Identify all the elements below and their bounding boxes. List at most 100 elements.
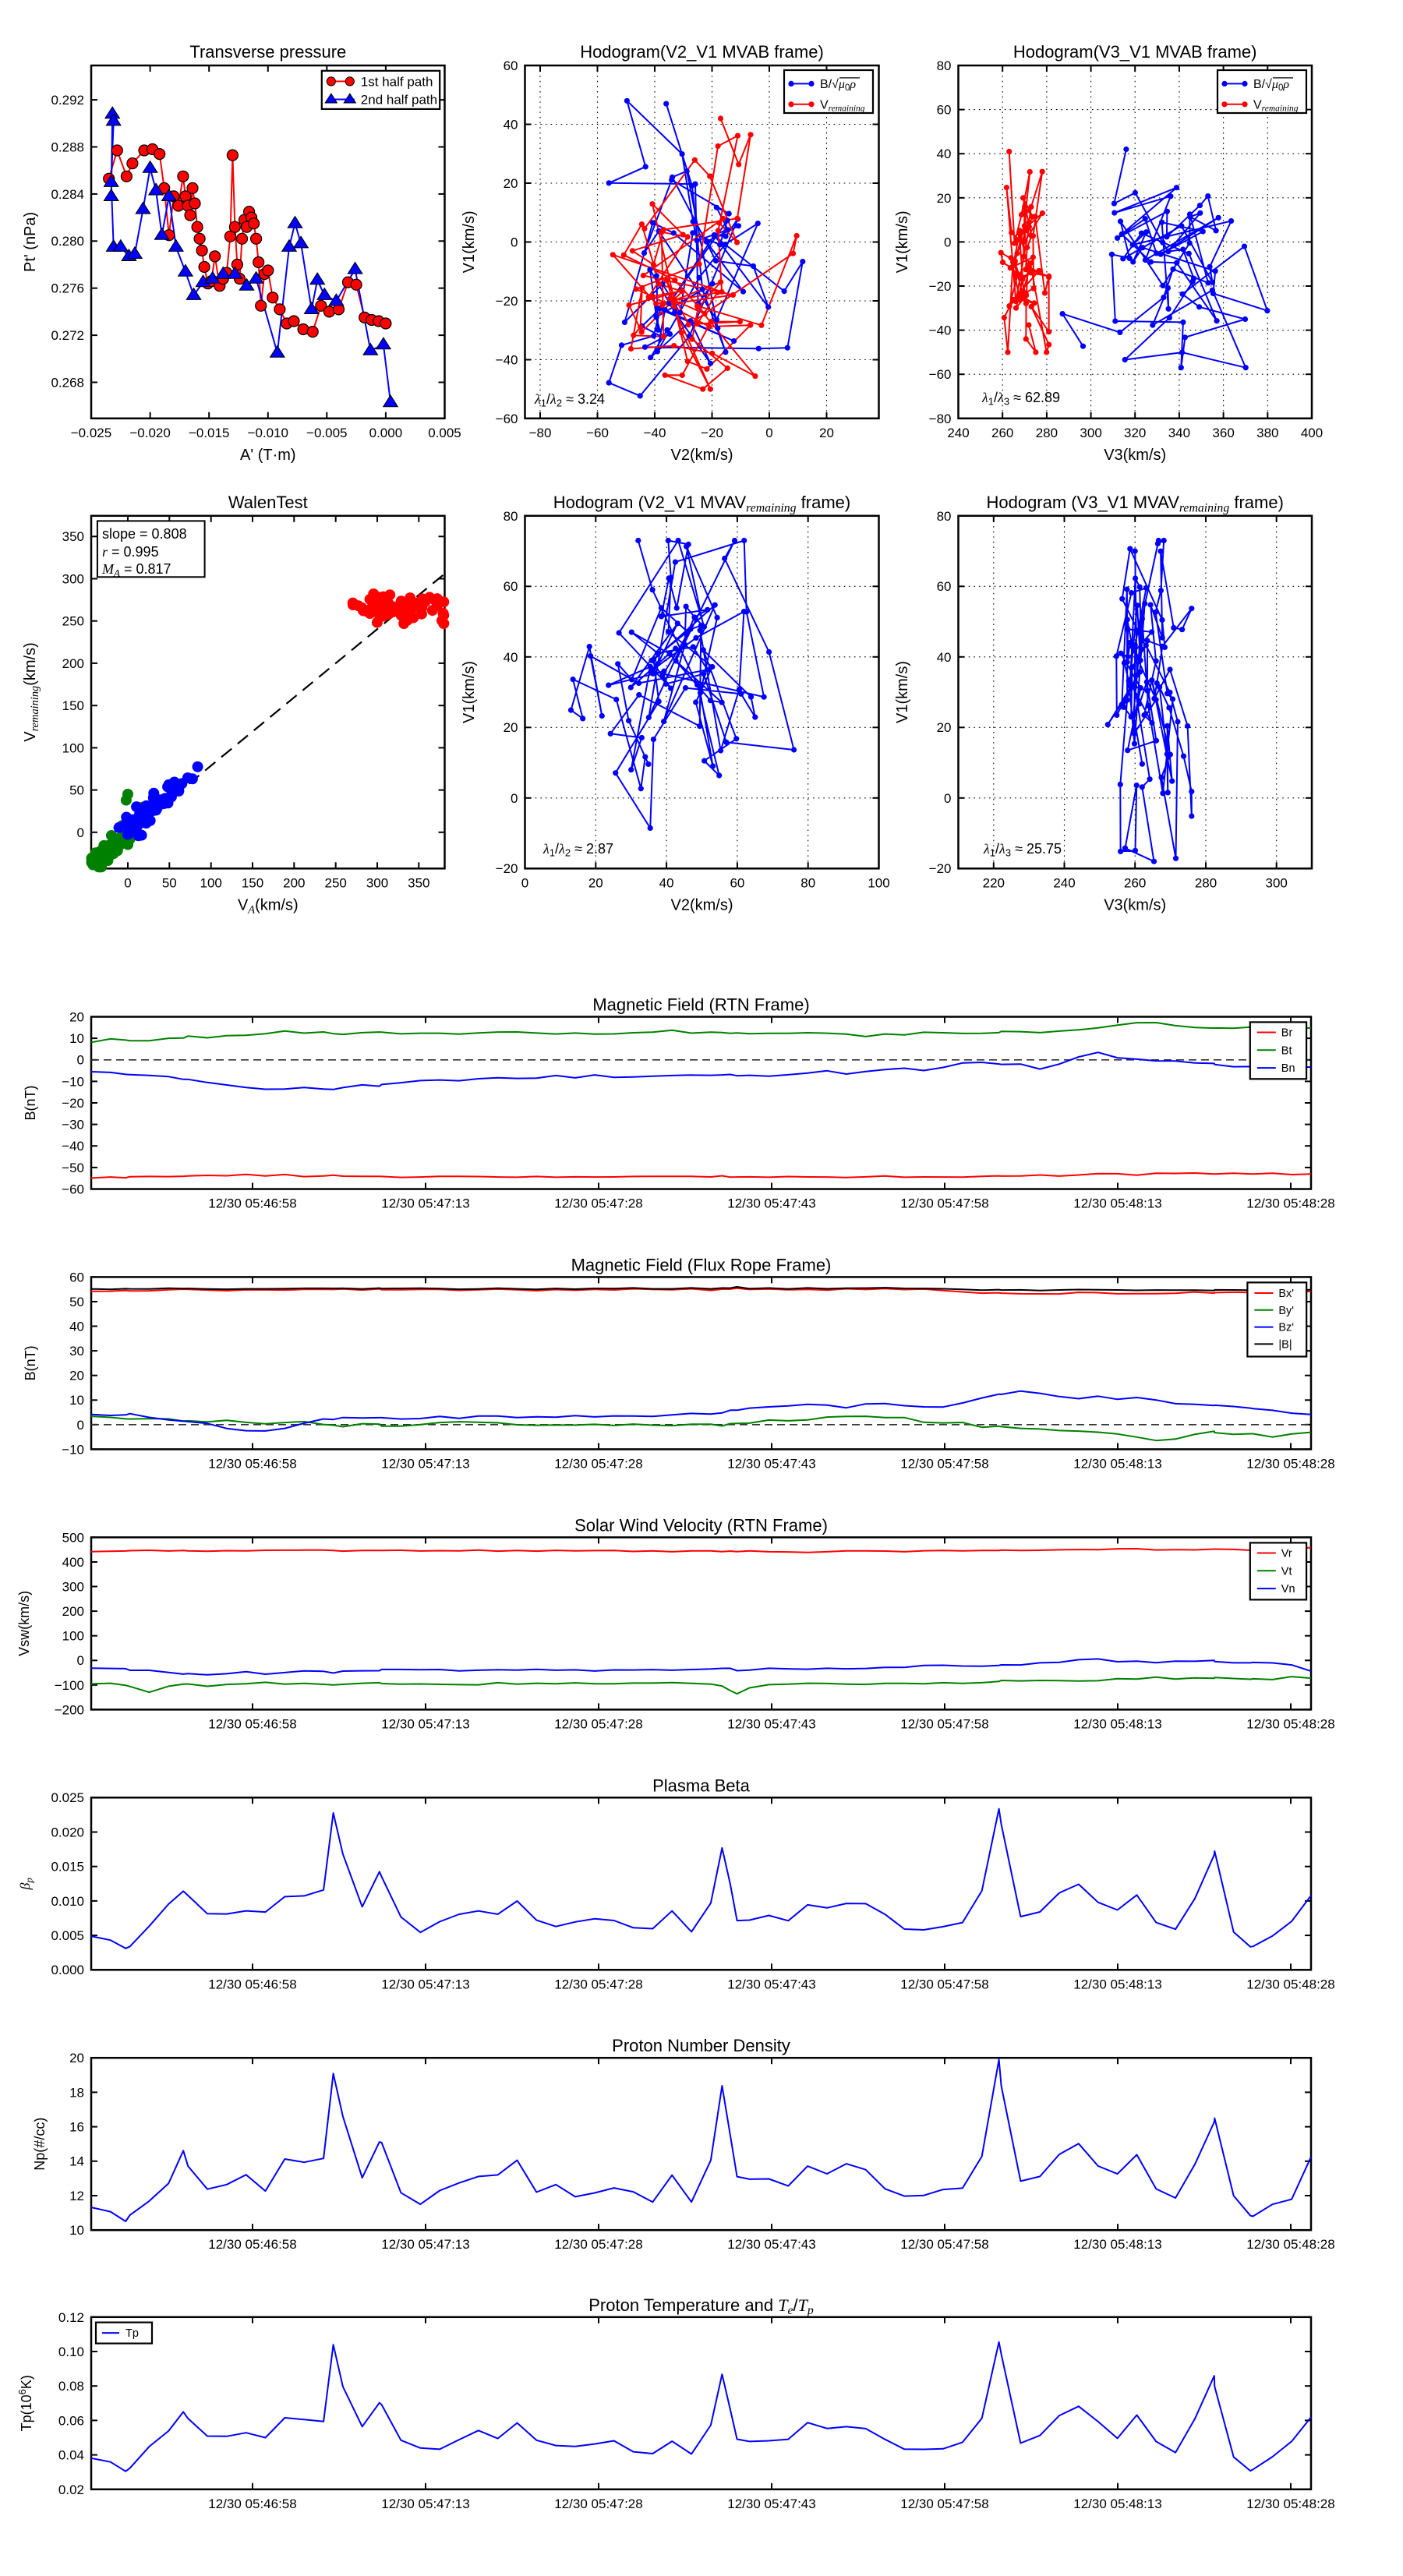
svg-text:300: 300 [1080,426,1101,440]
svg-text:0.272: 0.272 [51,328,84,343]
svg-text:λ1​/λ2​ ≈ 2.87: λ1​/λ2​ ≈ 2.87 [542,841,613,859]
svg-text:Proton Temperature and Te​/Tp​: Proton Temperature and Te​/Tp​ [588,2295,814,2317]
svg-text:−0.025: −0.025 [71,426,111,440]
svg-text:0.06: 0.06 [58,2413,84,2428]
svg-text:12/30 05:47:13: 12/30 05:47:13 [381,2496,469,2511]
svg-text:12/30 05:48:13: 12/30 05:48:13 [1073,1196,1161,1211]
svg-text:18: 18 [69,2085,84,2100]
svg-text:14: 14 [69,2154,84,2169]
svg-text:12/30 05:47:28: 12/30 05:47:28 [554,1456,642,1471]
svg-text:12/30 05:47:28: 12/30 05:47:28 [554,2237,642,2252]
svg-text:−50: −50 [62,1161,84,1175]
svg-text:V3(km/s): V3(km/s) [1104,896,1166,913]
svg-text:2nd half path: 2nd half path [361,93,437,108]
svg-text:0.268: 0.268 [51,375,84,390]
svg-text:0: 0 [944,791,951,806]
svg-text:Bn: Bn [1281,1062,1295,1075]
svg-text:0.284: 0.284 [51,187,84,202]
svg-text:150: 150 [242,875,263,890]
svg-text:0.10: 0.10 [58,2345,84,2359]
svg-text:B/√μ0​ρ: B/√μ0​ρ [820,78,856,93]
svg-text:50: 50 [69,783,84,798]
svg-text:−0.005: −0.005 [306,426,347,440]
svg-text:V1(km/s): V1(km/s) [894,210,911,273]
svg-text:V1(km/s): V1(km/s) [461,661,478,723]
svg-text:B(nT): B(nT) [23,1345,38,1380]
svg-text:0: 0 [944,235,951,249]
svg-text:V1(km/s): V1(km/s) [894,661,911,723]
svg-text:−20: −20 [929,279,952,294]
svg-text:−10: −10 [62,1074,84,1089]
svg-text:−40: −40 [62,1139,84,1154]
svg-text:100: 100 [868,875,889,890]
svg-text:0: 0 [77,1053,84,1068]
svg-text:12/30 05:47:43: 12/30 05:47:43 [727,2237,815,2252]
svg-text:20: 20 [504,176,518,191]
svg-text:−80: −80 [929,412,952,426]
svg-text:12/30 05:47:28: 12/30 05:47:28 [554,1196,642,1211]
svg-text:80: 80 [937,509,952,524]
svg-text:Tp: Tp [125,2327,139,2340]
svg-text:−30: −30 [62,1118,84,1133]
svg-text:V3(km/s): V3(km/s) [1104,447,1166,464]
svg-text:12/30 05:48:28: 12/30 05:48:28 [1246,2237,1334,2252]
svg-text:350: 350 [62,529,84,544]
svg-text:150: 150 [62,698,84,713]
svg-text:50: 50 [162,875,177,890]
svg-text:−80: −80 [529,426,552,440]
svg-text:60: 60 [504,579,518,594]
svg-text:20: 20 [69,1010,84,1025]
svg-text:280: 280 [1036,426,1058,440]
svg-text:100: 100 [62,740,84,755]
svg-text:12/30 05:47:13: 12/30 05:47:13 [381,1456,469,1471]
svg-text:200: 200 [283,875,305,890]
svg-text:B/√μ0​ρ: B/√μ0​ρ [1253,78,1289,93]
svg-text:−60: −60 [586,426,609,440]
svg-text:12: 12 [69,2189,84,2203]
svg-text:0.288: 0.288 [51,140,84,154]
svg-text:12/30 05:47:28: 12/30 05:47:28 [554,1716,642,1731]
svg-text:Vremaining​: Vremaining​ [1253,98,1299,113]
svg-text:12/30 05:47:58: 12/30 05:47:58 [900,1716,988,1731]
svg-text:0: 0 [765,426,772,440]
svg-text:−0.010: −0.010 [248,426,288,440]
svg-text:280: 280 [1195,875,1217,890]
svg-text:0.000: 0.000 [369,426,403,440]
svg-text:0.005: 0.005 [428,426,461,440]
svg-text:−60: −60 [496,412,518,426]
svg-text:12/30 05:47:13: 12/30 05:47:13 [381,1716,469,1731]
svg-text:0.000: 0.000 [51,1963,84,1977]
svg-text:Transverse pressure: Transverse pressure [189,42,346,62]
svg-text:Plasma Beta: Plasma Beta [652,1776,750,1795]
svg-text:V2(km/s): V2(km/s) [671,447,733,464]
svg-text:60: 60 [504,58,518,73]
svg-text:−60: −60 [62,1182,84,1197]
svg-text:20: 20 [588,875,603,890]
svg-text:12/30 05:48:13: 12/30 05:48:13 [1073,1716,1161,1731]
svg-text:12/30 05:48:13: 12/30 05:48:13 [1073,2496,1161,2511]
svg-text:200: 200 [62,1604,84,1619]
svg-text:0: 0 [77,825,84,840]
svg-text:12/30 05:47:43: 12/30 05:47:43 [727,2496,815,2511]
svg-text:0.292: 0.292 [51,93,84,108]
svg-text:12/30 05:48:28: 12/30 05:48:28 [1246,1196,1334,1211]
svg-text:340: 340 [1168,426,1190,440]
svg-text:12/30 05:46:58: 12/30 05:46:58 [208,1716,296,1731]
svg-text:0.020: 0.020 [51,1825,84,1839]
svg-text:Magnetic Field (Flux Rope Fram: Magnetic Field (Flux Rope Frame) [571,1255,832,1274]
svg-text:80: 80 [937,58,952,73]
svg-text:40: 40 [937,147,952,161]
svg-text:12/30 05:46:58: 12/30 05:46:58 [208,1977,296,1991]
svg-text:12/30 05:46:58: 12/30 05:46:58 [208,1196,296,1211]
svg-text:−100: −100 [55,1678,84,1693]
svg-text:1st half path: 1st half path [361,74,433,89]
svg-text:−20: −20 [496,861,518,876]
svg-text:slope = 0.808: slope = 0.808 [102,526,187,542]
svg-text:Solar Wind Velocity (RTN Frame: Solar Wind Velocity (RTN Frame) [574,1515,828,1535]
svg-text:220: 220 [983,875,1005,890]
svg-text:350: 350 [408,875,429,890]
svg-text:Hodogram (V2_V1 MVAVremaining​: Hodogram (V2_V1 MVAVremaining​ frame) [553,493,850,514]
svg-text:12/30 05:47:43: 12/30 05:47:43 [727,1196,815,1211]
svg-text:300: 300 [62,1580,84,1595]
svg-text:0: 0 [124,875,131,890]
